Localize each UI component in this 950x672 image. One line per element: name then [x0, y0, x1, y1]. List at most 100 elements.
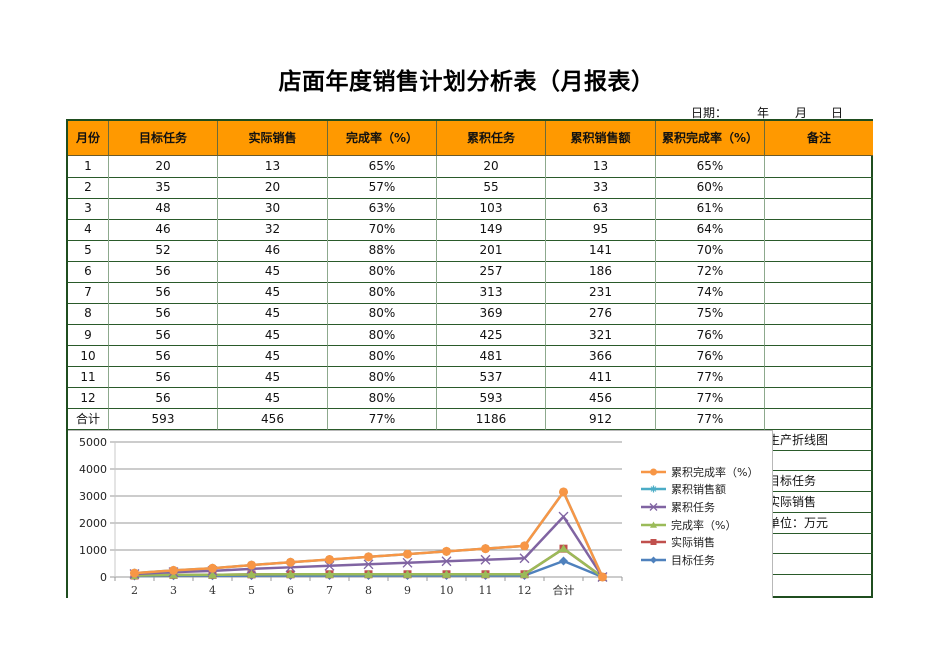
cell-remarks[interactable] — [765, 346, 873, 368]
side-note-cell[interactable]: 生产折线图 — [765, 430, 873, 451]
cell-cumulative-completion-rate[interactable]: 77% — [656, 408, 765, 431]
cell-month[interactable]: 12 — [68, 387, 109, 410]
cell-actual-sales[interactable]: 46 — [218, 240, 328, 262]
cell-target-task[interactable]: 20 — [109, 156, 218, 178]
cell-cumulative-task[interactable]: 201 — [437, 240, 546, 262]
series-line[interactable] — [130, 487, 607, 582]
cell-remarks[interactable] — [765, 282, 873, 304]
cell-cumulative-completion-rate[interactable]: 72% — [656, 261, 765, 283]
legend-item[interactable]: 累积任务 — [640, 498, 758, 516]
cell-cumulative-task[interactable]: 425 — [437, 324, 546, 347]
cell-target-task[interactable]: 56 — [109, 303, 218, 326]
cell-completion-rate[interactable]: 80% — [328, 345, 437, 368]
cell-actual-sales[interactable]: 45 — [218, 387, 328, 410]
side-note-cell[interactable] — [765, 554, 873, 576]
cell-actual-sales[interactable]: 45 — [218, 303, 328, 326]
cell-cumulative-completion-rate[interactable]: 70% — [656, 240, 765, 262]
cell-actual-sales[interactable]: 45 — [218, 366, 328, 389]
cell-target-task[interactable]: 56 — [109, 345, 218, 368]
cell-actual-sales[interactable]: 45 — [218, 345, 328, 368]
cell-cumulative-completion-rate[interactable]: 77% — [656, 366, 765, 389]
cell-month[interactable]: 11 — [68, 366, 109, 389]
cell-target-task[interactable]: 48 — [109, 198, 218, 220]
cell-target-task[interactable]: 35 — [109, 177, 218, 199]
side-note-cell[interactable] — [765, 575, 873, 596]
cell-cumulative-sales[interactable]: 63 — [546, 198, 656, 220]
cell-completion-rate[interactable]: 80% — [328, 282, 437, 304]
legend-item[interactable]: 完成率（%） — [640, 516, 758, 534]
cell-cumulative-completion-rate[interactable]: 76% — [656, 345, 765, 368]
cell-cumulative-completion-rate[interactable]: 74% — [656, 282, 765, 304]
cell-cumulative-task[interactable]: 593 — [437, 387, 546, 410]
cell-actual-sales[interactable]: 45 — [218, 261, 328, 283]
cell-completion-rate[interactable]: 57% — [328, 177, 437, 199]
cell-month[interactable]: 1 — [68, 156, 109, 178]
cell-cumulative-sales[interactable]: 276 — [546, 303, 656, 326]
cell-cumulative-task[interactable]: 55 — [437, 177, 546, 199]
cell-remarks[interactable] — [765, 156, 873, 178]
cell-month[interactable]: 4 — [68, 219, 109, 241]
cell-completion-rate[interactable]: 77% — [328, 408, 437, 431]
cell-remarks[interactable] — [765, 198, 873, 220]
cell-remarks[interactable] — [765, 240, 873, 262]
cell-completion-rate[interactable]: 88% — [328, 240, 437, 262]
cell-completion-rate[interactable]: 80% — [328, 366, 437, 389]
cell-cumulative-sales[interactable]: 33 — [546, 177, 656, 199]
side-note-cell[interactable]: 单位：万元 — [765, 513, 873, 534]
cell-actual-sales[interactable]: 30 — [218, 198, 328, 220]
cell-actual-sales[interactable]: 32 — [218, 219, 328, 241]
cell-cumulative-completion-rate[interactable]: 76% — [656, 324, 765, 347]
cell-cumulative-task[interactable]: 149 — [437, 219, 546, 241]
cell-actual-sales[interactable]: 20 — [218, 177, 328, 199]
cell-cumulative-sales[interactable]: 321 — [546, 324, 656, 347]
cell-target-task[interactable]: 56 — [109, 282, 218, 304]
cell-cumulative-sales[interactable]: 186 — [546, 261, 656, 283]
cell-remarks[interactable] — [765, 388, 873, 410]
cell-cumulative-task[interactable]: 313 — [437, 282, 546, 304]
cell-cumulative-task[interactable]: 20 — [437, 156, 546, 178]
cell-cumulative-sales[interactable]: 95 — [546, 219, 656, 241]
cell-month[interactable]: 3 — [68, 198, 109, 220]
cell-remarks[interactable] — [765, 177, 873, 199]
cell-remarks[interactable] — [765, 325, 873, 347]
cell-actual-sales[interactable]: 45 — [218, 282, 328, 304]
cell-month[interactable]: 合计 — [68, 408, 109, 431]
cell-target-task[interactable]: 46 — [109, 219, 218, 241]
cell-cumulative-sales[interactable]: 366 — [546, 345, 656, 368]
cell-cumulative-sales[interactable]: 13 — [546, 156, 656, 178]
cell-cumulative-sales[interactable]: 456 — [546, 387, 656, 410]
cell-cumulative-task[interactable]: 1186 — [437, 408, 546, 431]
cell-cumulative-task[interactable]: 537 — [437, 366, 546, 389]
cell-target-task[interactable]: 56 — [109, 387, 218, 410]
cell-actual-sales[interactable]: 456 — [218, 408, 328, 431]
legend-item[interactable]: 累积完成率（%） — [640, 463, 758, 481]
cell-target-task[interactable]: 52 — [109, 240, 218, 262]
cell-cumulative-completion-rate[interactable]: 61% — [656, 198, 765, 220]
cell-completion-rate[interactable]: 65% — [328, 156, 437, 178]
cell-month[interactable]: 6 — [68, 261, 109, 283]
cell-completion-rate[interactable]: 70% — [328, 219, 437, 241]
cell-month[interactable]: 8 — [68, 303, 109, 326]
cell-completion-rate[interactable]: 80% — [328, 303, 437, 326]
side-note-cell[interactable] — [765, 451, 873, 472]
cell-cumulative-completion-rate[interactable]: 75% — [656, 303, 765, 326]
cell-remarks[interactable] — [765, 219, 873, 241]
cell-cumulative-completion-rate[interactable]: 65% — [656, 156, 765, 178]
cell-remarks[interactable] — [765, 409, 873, 431]
cell-target-task[interactable]: 593 — [109, 408, 218, 431]
cell-cumulative-sales[interactable]: 141 — [546, 240, 656, 262]
cell-target-task[interactable]: 56 — [109, 324, 218, 347]
cell-remarks[interactable] — [765, 367, 873, 389]
cell-actual-sales[interactable]: 13 — [218, 156, 328, 178]
legend-item[interactable]: 实际销售 — [640, 533, 758, 551]
cell-completion-rate[interactable]: 63% — [328, 198, 437, 220]
cell-cumulative-completion-rate[interactable]: 77% — [656, 387, 765, 410]
cell-target-task[interactable]: 56 — [109, 366, 218, 389]
cell-cumulative-completion-rate[interactable]: 60% — [656, 177, 765, 199]
side-note-cell[interactable] — [765, 534, 873, 555]
legend-item[interactable]: 目标任务 — [640, 551, 758, 569]
side-note-cell[interactable]: 实际销售 — [765, 492, 873, 513]
cell-remarks[interactable] — [765, 261, 873, 283]
cell-target-task[interactable]: 56 — [109, 261, 218, 283]
cell-cumulative-task[interactable]: 369 — [437, 303, 546, 326]
